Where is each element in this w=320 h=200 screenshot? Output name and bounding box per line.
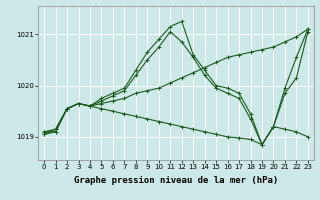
X-axis label: Graphe pression niveau de la mer (hPa): Graphe pression niveau de la mer (hPa)	[74, 176, 278, 185]
